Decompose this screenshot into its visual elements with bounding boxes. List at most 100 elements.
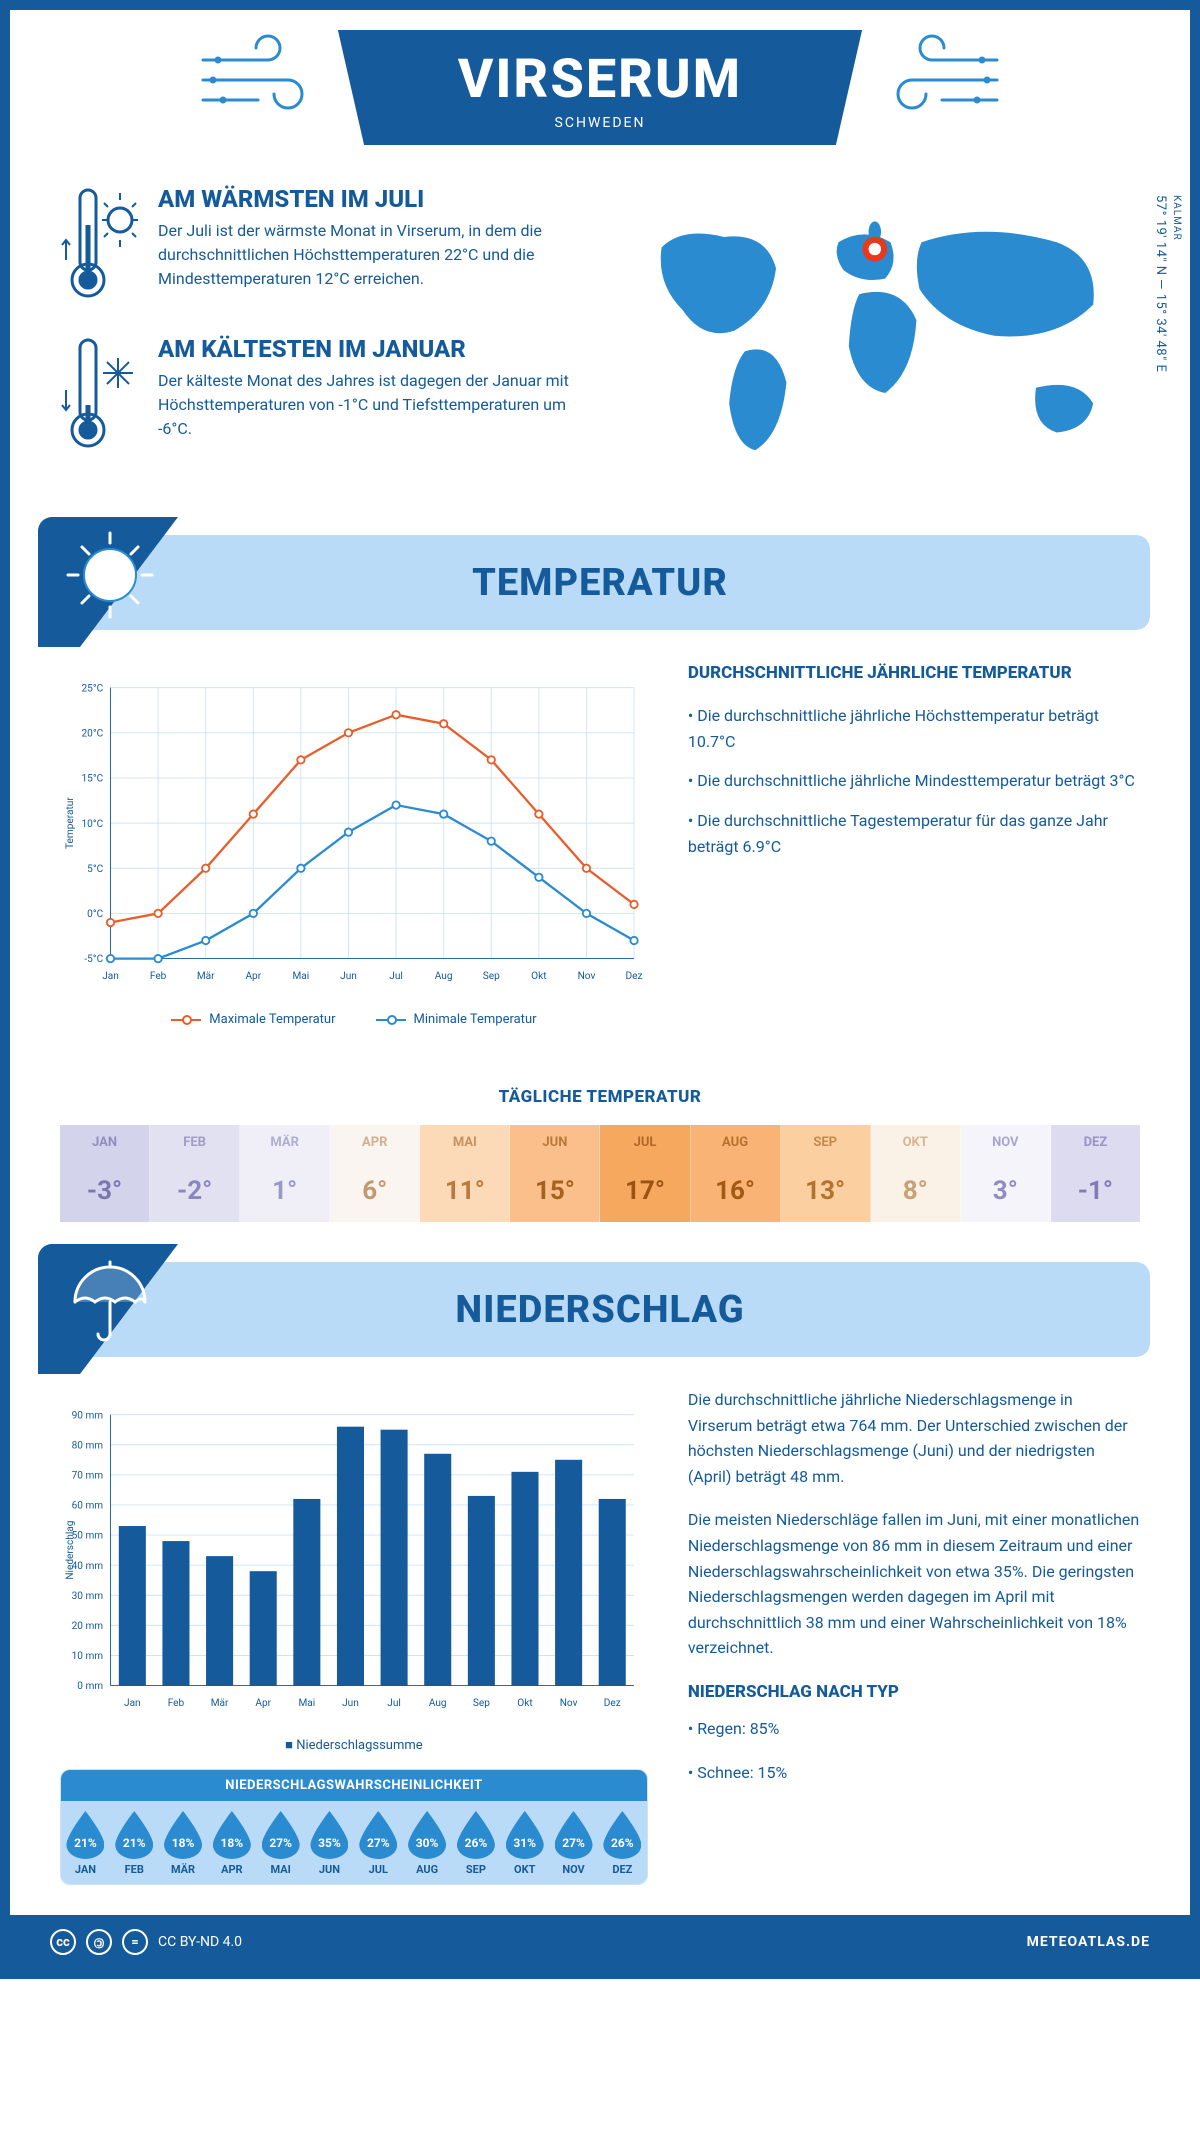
daily-value: 1°	[240, 1160, 329, 1222]
highlights-col: AM WÄRMSTEN IM JULI Der Juli ist der wär…	[60, 185, 580, 485]
daily-value: 16°	[691, 1160, 780, 1222]
sun-icon	[60, 525, 160, 625]
precipitation-chart-area: 0 mm10 mm20 mm30 mm40 mm50 mm60 mm70 mm8…	[60, 1387, 648, 1885]
daily-cell: MAI11°	[420, 1125, 510, 1222]
raindrop-icon: 27%	[262, 1811, 300, 1859]
daily-value: 11°	[420, 1160, 509, 1222]
daily-cell: JAN-3°	[60, 1125, 150, 1222]
raindrop-icon: 18%	[213, 1811, 251, 1859]
world-map-svg	[620, 185, 1140, 476]
precip-by-type-list: • Regen: 85%• Schnee: 15%	[688, 1716, 1140, 1785]
header: VIRSERUM SCHWEDEN	[10, 10, 1190, 175]
license-label: CC BY-ND 4.0	[158, 1934, 242, 1950]
svg-text:Sep: Sep	[473, 1698, 490, 1709]
svg-text:5°C: 5°C	[87, 864, 103, 875]
footer: cc 🄯 = CC BY-ND 4.0 METEOATLAS.DE	[10, 1915, 1190, 1969]
daily-cell: FEB-2°	[150, 1125, 240, 1222]
temperature-bullet: • Die durchschnittliche Tagestemperatur …	[688, 808, 1140, 859]
probability-cell: 27%JUL	[354, 1801, 403, 1884]
probability-month: MAI	[256, 1863, 305, 1876]
daily-value: -3°	[60, 1160, 149, 1222]
coldest-desc: Der kälteste Monat des Jahres ist dagege…	[158, 369, 580, 441]
svg-text:Mai: Mai	[298, 1698, 315, 1709]
precipitation-section-header: NIEDERSCHLAG	[50, 1262, 1150, 1357]
probability-month: NOV	[549, 1863, 598, 1876]
svg-text:Niederschlag: Niederschlag	[65, 1521, 76, 1580]
daily-cell: NOV3°	[961, 1125, 1051, 1222]
temperature-title: TEMPERATUR	[472, 561, 728, 605]
daily-value: -2°	[150, 1160, 239, 1222]
country-subtitle: SCHWEDEN	[458, 115, 742, 131]
raindrop-icon: 35%	[310, 1811, 348, 1859]
svg-text:Temperatur: Temperatur	[65, 797, 76, 849]
svg-text:Jun: Jun	[342, 1698, 359, 1709]
umbrella-icon	[60, 1252, 160, 1352]
daily-cell: DEZ-1°	[1051, 1125, 1140, 1222]
daily-value: 17°	[600, 1160, 689, 1222]
site-label: METEOATLAS.DE	[1027, 1934, 1150, 1950]
daily-cell: APR6°	[330, 1125, 420, 1222]
svg-text:Okt: Okt	[531, 971, 546, 982]
daily-month: JUL	[600, 1125, 689, 1160]
by-icon: 🄯	[86, 1929, 112, 1955]
svg-text:10°C: 10°C	[81, 819, 103, 830]
raindrop-icon: 31%	[506, 1811, 544, 1859]
raindrop-icon: 27%	[359, 1811, 397, 1859]
legend-max-swatch	[171, 1019, 201, 1021]
temperature-legend: Maximale Temperatur Minimale Temperatur	[60, 1012, 648, 1027]
city-title: VIRSERUM	[458, 48, 742, 111]
probability-cell: 18% APR	[207, 1801, 256, 1884]
location-marker-icon	[865, 240, 884, 259]
warmest-desc: Der Juli ist der wärmste Monat in Virser…	[158, 219, 580, 291]
daily-cell: OKT8°	[871, 1125, 961, 1222]
precipitation-block: 0 mm10 mm20 mm30 mm40 mm50 mm60 mm70 mm8…	[10, 1387, 1190, 1915]
legend-min-swatch	[376, 1019, 406, 1021]
page: VIRSERUM SCHWEDEN AM WÄRMSTEN IM JULI De…	[0, 0, 1200, 1979]
probability-month: FEB	[110, 1863, 159, 1876]
svg-text:Mär: Mär	[197, 971, 215, 982]
temperature-chart-area: -5°C0°C5°C10°C15°C20°C25°CJanFebMärAprMa…	[60, 660, 648, 1027]
svg-text:Jul: Jul	[387, 1698, 401, 1709]
svg-text:Jan: Jan	[124, 1698, 141, 1709]
svg-text:-5°C: -5°C	[84, 954, 103, 965]
probability-cell: 27% MAI	[256, 1801, 305, 1884]
svg-text:50 mm: 50 mm	[72, 1531, 104, 1542]
probability-title: NIEDERSCHLAGSWAHRSCHEINLICHKEIT	[61, 1770, 647, 1801]
probability-month: AUG	[403, 1863, 452, 1876]
svg-text:Apr: Apr	[245, 971, 261, 982]
precipitation-bar-legend: Niederschlagssumme	[60, 1737, 648, 1753]
svg-text:Mär: Mär	[211, 1698, 229, 1709]
by-type-item: • Regen: 85%	[688, 1716, 1140, 1742]
daily-month: MÄR	[240, 1125, 329, 1160]
svg-text:Okt: Okt	[517, 1698, 532, 1709]
temperature-section-header: TEMPERATUR	[50, 535, 1150, 630]
daily-month: JUN	[510, 1125, 599, 1160]
svg-text:15°C: 15°C	[81, 774, 103, 785]
probability-box: NIEDERSCHLAGSWAHRSCHEINLICHKEIT 21%JAN21…	[60, 1769, 648, 1885]
daily-month: JAN	[60, 1125, 149, 1160]
svg-text:0 mm: 0 mm	[77, 1681, 103, 1692]
svg-text:Aug: Aug	[435, 971, 453, 982]
daily-month: FEB	[150, 1125, 239, 1160]
cc-icon: cc	[50, 1929, 76, 1955]
warmest-text: AM WÄRMSTEN IM JULI Der Juli ist der wär…	[158, 185, 580, 309]
svg-text:40 mm: 40 mm	[72, 1561, 104, 1572]
raindrop-icon: 18%	[164, 1811, 202, 1859]
raindrop-icon: 30%	[408, 1811, 446, 1859]
svg-text:Nov: Nov	[560, 1698, 578, 1709]
daily-cell: JUL17°	[600, 1125, 690, 1222]
temperature-info: DURCHSCHNITTLICHE JÄHRLICHE TEMPERATUR •…	[688, 660, 1140, 1027]
raindrop-icon: 26%	[603, 1811, 641, 1859]
temperature-info-title: DURCHSCHNITTLICHE JÄHRLICHE TEMPERATUR	[688, 660, 1140, 687]
title-banner: VIRSERUM SCHWEDEN	[338, 30, 862, 145]
svg-text:90 mm: 90 mm	[72, 1410, 104, 1421]
temperature-bullets: • Die durchschnittliche jährliche Höchst…	[688, 703, 1140, 859]
svg-text:Jul: Jul	[389, 971, 403, 982]
wind-icon-right	[862, 30, 1002, 130]
daily-value: -1°	[1051, 1160, 1140, 1222]
wind-icon-left	[198, 30, 338, 130]
probability-month: APR	[207, 1863, 256, 1876]
svg-text:25°C: 25°C	[81, 683, 103, 694]
daily-temp-title: TÄGLICHE TEMPERATUR	[10, 1087, 1190, 1107]
probability-cell: 26%SEP	[452, 1801, 501, 1884]
